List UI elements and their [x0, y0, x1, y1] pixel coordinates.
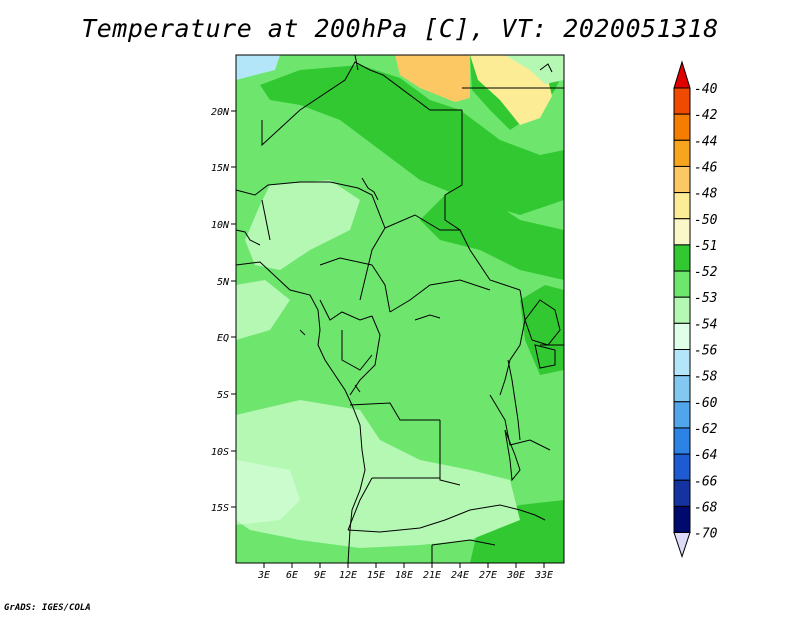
colorbar-label: -53 [694, 291, 717, 306]
colorbar-label: -66 [694, 474, 718, 489]
orange-region [395, 55, 470, 102]
colorbar-label: -58 [694, 370, 718, 385]
colorbar-label: -70 [694, 527, 718, 542]
colorbar-swatch [673, 427, 691, 455]
colorbar-label: -44 [694, 134, 717, 149]
colorbar-label: -52 [694, 265, 718, 280]
y-tick-label: 10N [211, 220, 230, 231]
colorbar-label: -64 [694, 448, 717, 463]
pale-region-top-right [505, 55, 564, 84]
colorbar-swatch [673, 139, 691, 167]
y-tick-label: 15S [211, 503, 229, 514]
x-tick-label: 3E [257, 570, 270, 581]
colorbar-label: -46 [694, 160, 718, 175]
pale-patch-west [236, 280, 290, 340]
x-axis: 3E 6E 9E 12E 15E 18E 21E 24E 27E 30E 33E [257, 563, 553, 581]
colorbar-swatch [673, 165, 691, 194]
map-frame [235, 54, 565, 564]
y-tick-label: 5N [217, 277, 230, 288]
colorbar-swatch [673, 505, 691, 534]
colorbar-swatch [673, 453, 691, 481]
pale-patch-sahel [245, 180, 360, 270]
x-tick-label: 27E [479, 570, 497, 581]
pale-patch-south [236, 400, 520, 548]
colorbar-swatch [673, 218, 691, 246]
colorbar-label: -62 [694, 422, 718, 437]
coastline [235, 63, 561, 564]
colorbar-label: -68 [694, 500, 718, 515]
colorbar-label: -51 [694, 239, 717, 254]
colorbar-swatch [673, 270, 691, 298]
colorbar-label: -42 [694, 108, 718, 123]
x-tick-label: 33E [534, 570, 553, 581]
colorbar-bottom-triangle [673, 532, 691, 559]
colorbar-swatch [673, 113, 691, 141]
colorbar: -40 -42 -44 -46 -48 -50 -51 -52 -53 -54 -56 -58 -60 -… [673, 60, 718, 559]
map-border [235, 54, 565, 564]
colorbar-label: -54 [694, 317, 717, 332]
dark-green-band-east [420, 180, 564, 280]
x-tick-label: 15E [367, 570, 385, 581]
x-tick-label: 18E [395, 570, 413, 581]
chart-title: Temperature at 200hPa [C], VT: 202005131… [81, 14, 719, 43]
pale-region-top-left [236, 55, 280, 80]
colorbar-label: -60 [694, 396, 718, 411]
colorbar-swatch [673, 244, 691, 272]
colorbar-swatch [673, 479, 691, 507]
pale-patch-southwest [236, 460, 300, 525]
grads-credit: GrADS: IGES/COLA [4, 603, 91, 613]
colorbar-label: -40 [694, 82, 718, 97]
dark-green-lake-region [520, 285, 564, 375]
y-tick-label: 10S [211, 447, 229, 458]
y-tick-label: 15N [211, 163, 230, 174]
colorbar-swatch [673, 349, 691, 377]
x-tick-label: 21E [423, 570, 441, 581]
colorbar-swatch [673, 192, 691, 220]
colorbar-swatch [673, 375, 691, 403]
y-axis: 20N 15N 10N 5N EQ 5S 10S 15S [211, 107, 236, 514]
x-tick-label: 6E [286, 570, 298, 581]
x-tick-label: 12E [339, 570, 357, 581]
colorbar-label: -48 [694, 187, 718, 202]
yellow-region [375, 55, 552, 125]
y-tick-label: EQ [217, 333, 229, 344]
colorbar-swatch [673, 401, 691, 429]
y-tick-label: 20N [211, 107, 230, 118]
y-tick-label: 5S [217, 390, 229, 401]
colorbar-label: -50 [694, 213, 718, 228]
dark-green-band-north [260, 65, 564, 215]
x-tick-label: 9E [314, 570, 326, 581]
colorbar-swatch [673, 322, 691, 351]
country-borders [235, 54, 564, 563]
colorbar-label: -56 [694, 344, 718, 359]
colorbar-top-triangle [673, 60, 691, 89]
x-tick-label: 30E [506, 570, 525, 581]
colorbar-swatch [673, 87, 691, 115]
x-tick-label: 24E [451, 570, 469, 581]
colorbar-swatch [673, 296, 691, 324]
